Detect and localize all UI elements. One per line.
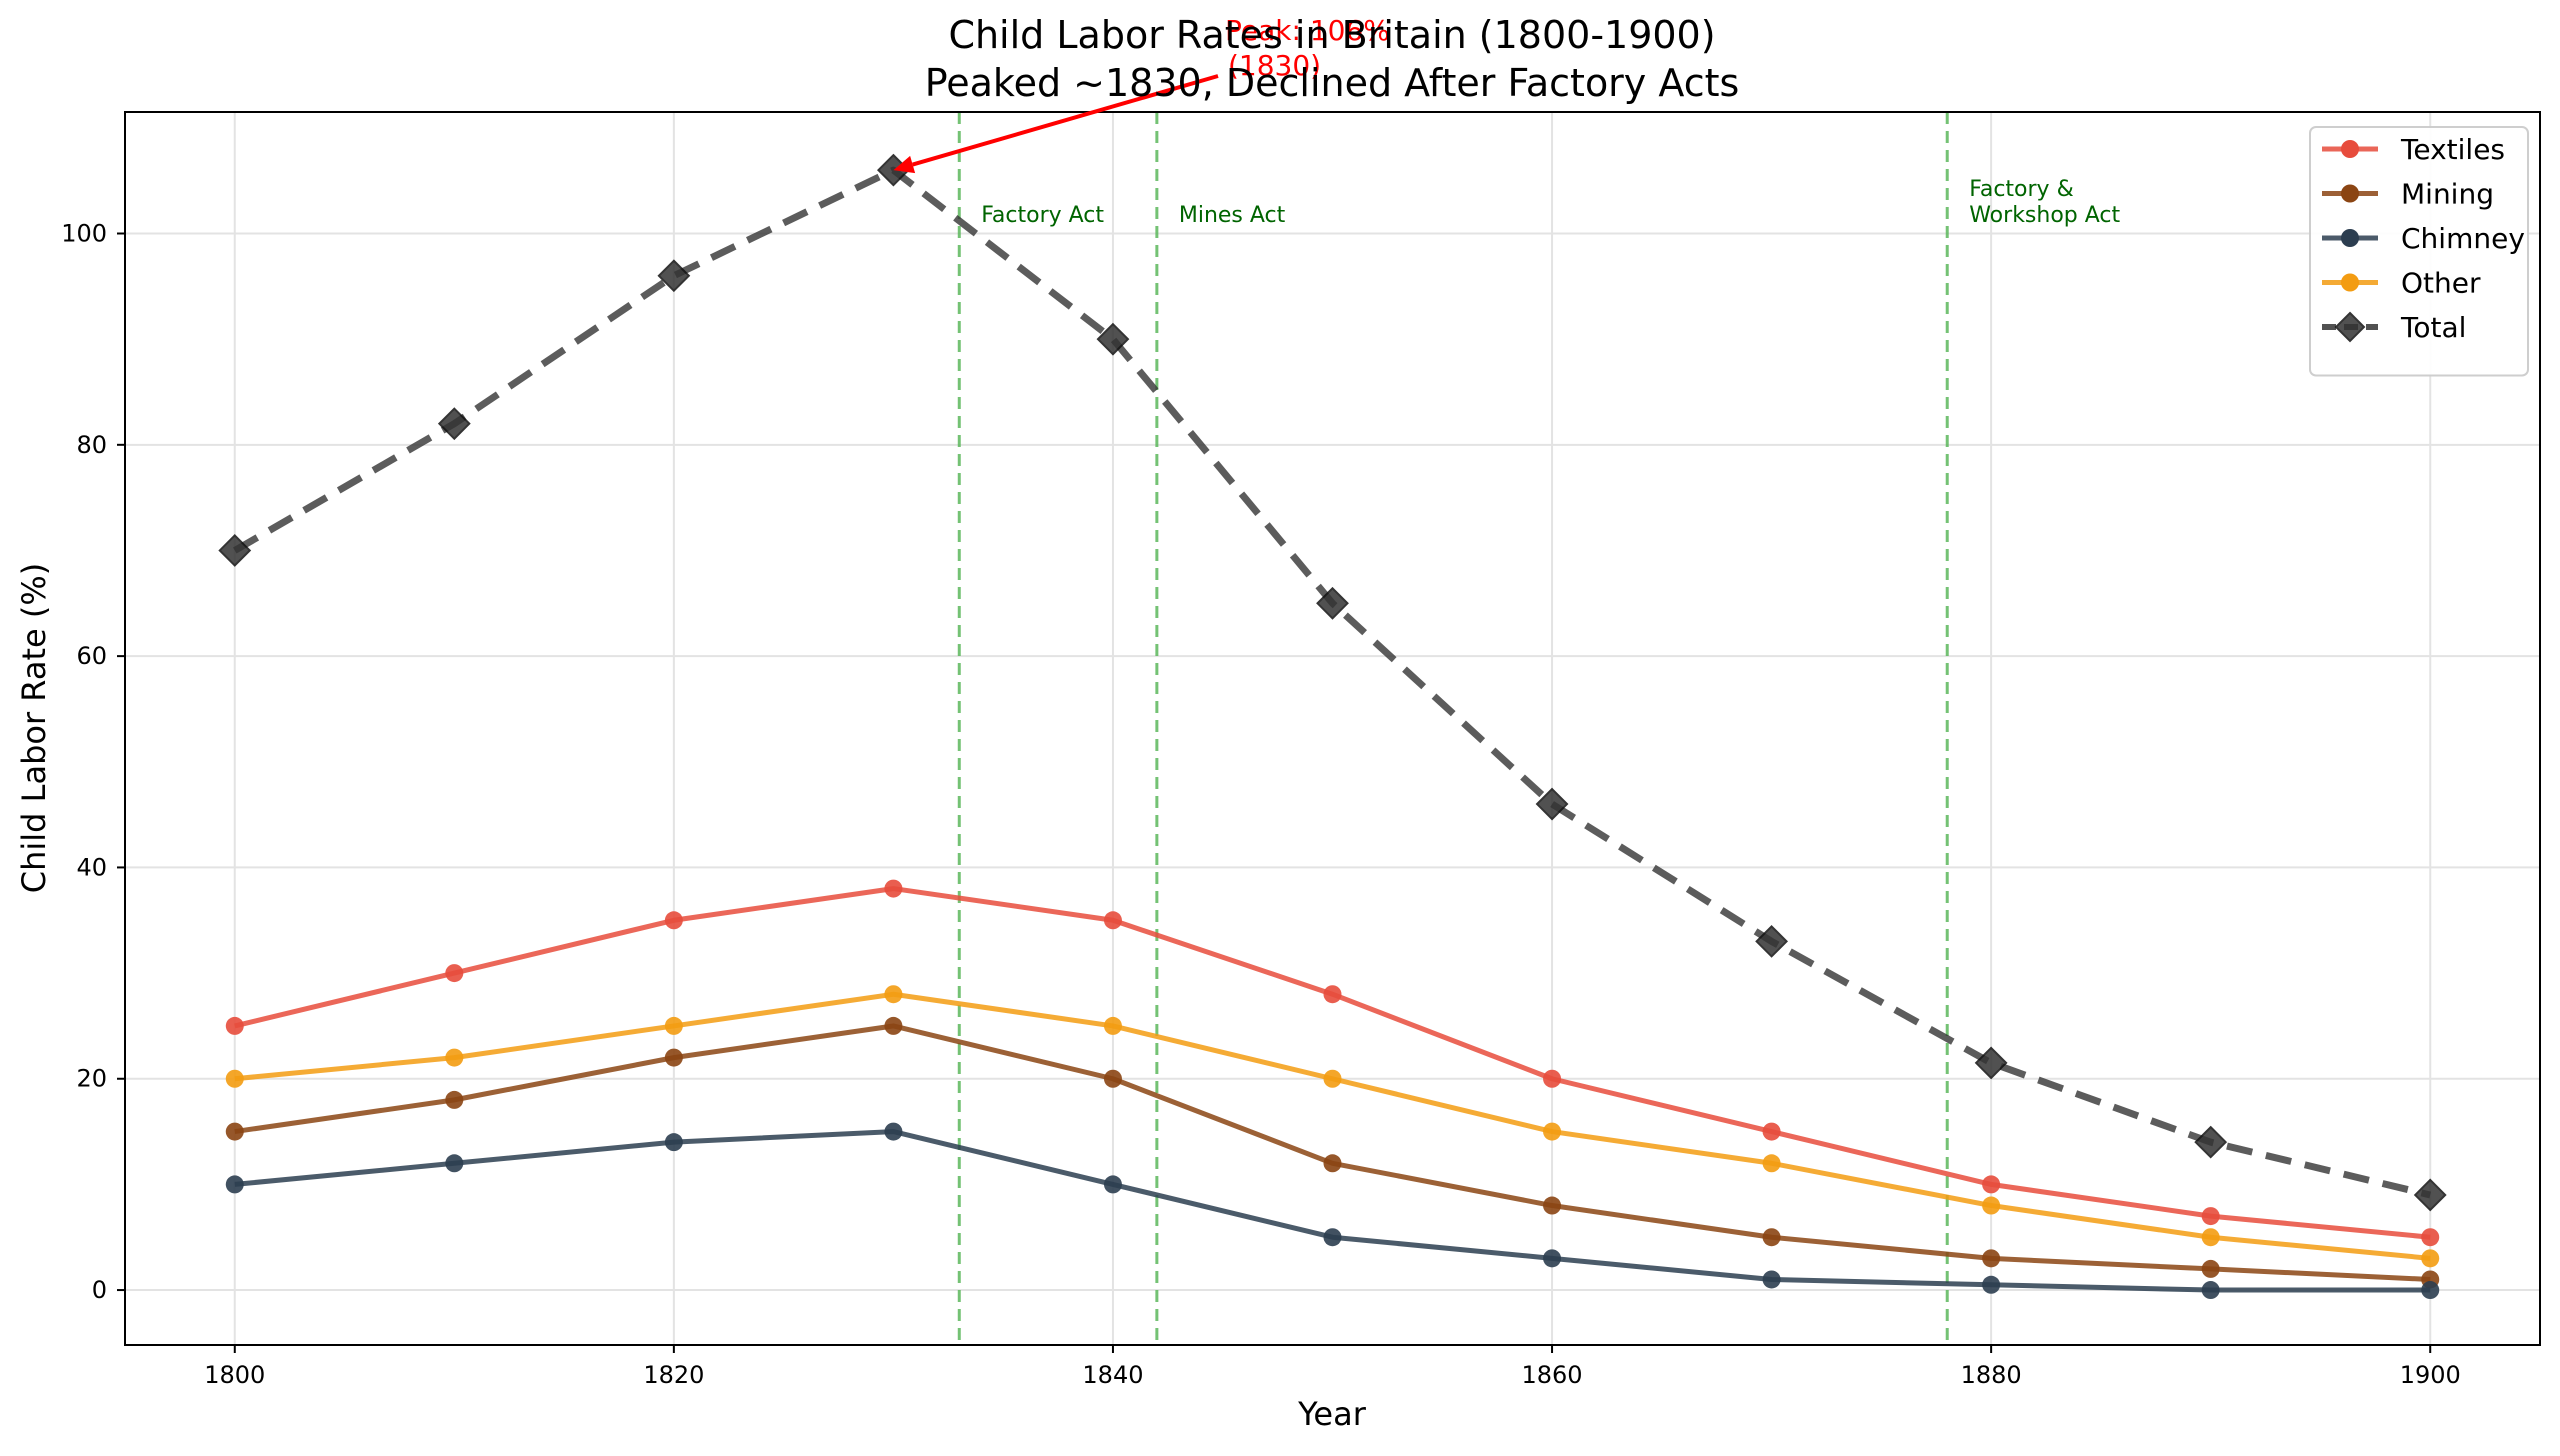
- peak-label: Peak: 106% (1830): [1225, 14, 1390, 82]
- data-point-chimney-1890: [2201, 1281, 2220, 1300]
- data-point-other-1810: [445, 1048, 464, 1067]
- data-point-other-1890: [2201, 1228, 2220, 1247]
- data-point-chimney-1860: [1543, 1249, 1562, 1268]
- data-point-other-1900: [2421, 1249, 2440, 1268]
- data-point-mining-1800: [225, 1122, 244, 1141]
- y-tick-label-20: 20: [76, 1065, 107, 1093]
- data-point-textiles-1820: [664, 911, 683, 930]
- x-axis-label: Year: [1297, 1395, 1367, 1433]
- legend-label-textiles: Textiles: [2400, 133, 2505, 166]
- data-point-chimney-1800: [225, 1175, 244, 1194]
- act-label-factory-workshop-act: Factory & Workshop Act: [1969, 177, 2120, 228]
- data-point-other-1840: [1103, 1016, 1122, 1035]
- y-tick-label-80: 80: [76, 431, 107, 459]
- data-point-textiles-1830: [884, 879, 903, 898]
- x-tick-label-1860: 1860: [1522, 1361, 1583, 1389]
- data-point-textiles-1900: [2421, 1228, 2440, 1247]
- x-tick-label-1900: 1900: [2400, 1361, 2461, 1389]
- data-point-other-1870: [1762, 1154, 1781, 1173]
- data-point-chimney-1870: [1762, 1270, 1781, 1289]
- data-point-textiles-1840: [1103, 911, 1122, 930]
- data-point-total-1840: [1096, 322, 1130, 356]
- legend-label-total: Total: [2400, 311, 2466, 344]
- peak-arrow-head: [893, 155, 916, 174]
- peak-arrow-line: [912, 74, 1219, 167]
- x-tick-label-1800: 1800: [204, 1361, 265, 1389]
- data-point-total-1850: [1316, 586, 1349, 620]
- x-tick-label-1840: 1840: [1082, 1361, 1143, 1389]
- data-point-total-1800: [218, 534, 252, 567]
- data-point-other-1880: [1982, 1196, 2001, 1215]
- data-point-chimney-1850: [1323, 1228, 1342, 1247]
- data-point-other-1800: [225, 1069, 244, 1088]
- plot-frame: [124, 111, 2541, 1346]
- data-point-textiles-1860: [1543, 1069, 1562, 1088]
- act-label-factory-act: Factory Act: [981, 203, 1104, 228]
- y-tick-label-60: 60: [76, 642, 107, 670]
- peak-annotation: Peak: 106% (1830): [893, 14, 1390, 174]
- x-tick-label-1820: 1820: [643, 1361, 704, 1389]
- data-point-chimney-1880: [1982, 1275, 2001, 1294]
- y-tick-label-40: 40: [76, 853, 107, 881]
- series: [218, 153, 2447, 1300]
- legend-label-other: Other: [2401, 267, 2481, 300]
- legend-marker-mining: [2341, 184, 2359, 203]
- chart-subtitle: Peaked ~1830, Declined After Factory Act…: [925, 61, 1740, 105]
- data-point-total-1880: [1974, 1046, 2008, 1080]
- data-point-textiles-1850: [1323, 985, 1342, 1004]
- act-lines: Factory Act Mines Act Factory & Workshop Ac…: [957, 112, 2121, 1345]
- data-point-chimney-1810: [445, 1154, 464, 1173]
- data-point-chimney-1840: [1103, 1175, 1122, 1194]
- data-point-mining-1840: [1103, 1069, 1122, 1088]
- data-point-textiles-1800: [225, 1016, 244, 1035]
- data-point-total-1900: [2413, 1178, 2447, 1212]
- chart-title: Child Labor Rates in Britain (1800-1900): [948, 13, 1715, 57]
- legend-label-chimney: Chimney: [2401, 222, 2525, 255]
- ticks: 1800 1820 1840 1860 1880 1900 0 20 40 60 80 100: [61, 220, 2461, 1389]
- data-point-mining-1890: [2201, 1259, 2220, 1278]
- data-point-chimney-1900: [2421, 1281, 2440, 1300]
- data-point-other-1860: [1543, 1122, 1562, 1141]
- act-label-mines-act: Mines Act: [1179, 203, 1286, 228]
- data-point-total-1810: [437, 407, 471, 441]
- y-tick-label-0: 0: [92, 1276, 107, 1304]
- legend-marker-total: [2334, 311, 2366, 343]
- legend: Textiles Mining Chimney Other Total: [2309, 126, 2529, 377]
- data-point-textiles-1880: [1982, 1175, 2001, 1194]
- legend-label-mining: Mining: [2401, 178, 2494, 211]
- data-point-mining-1850: [1323, 1154, 1342, 1173]
- data-point-mining-1810: [445, 1090, 464, 1109]
- legend-box: [2309, 126, 2529, 377]
- data-point-textiles-1870: [1762, 1122, 1781, 1141]
- data-point-mining-1880: [1982, 1249, 2001, 1268]
- data-point-total-1870: [1755, 924, 1789, 958]
- data-point-chimney-1830: [884, 1122, 903, 1141]
- data-point-mining-1820: [664, 1048, 683, 1067]
- x-tick-label-1880: 1880: [1961, 1361, 2022, 1389]
- y-tick-label-100: 100: [61, 220, 107, 248]
- data-point-total-1890: [2194, 1125, 2228, 1159]
- data-point-other-1820: [664, 1016, 683, 1035]
- data-point-mining-1860: [1543, 1196, 1562, 1215]
- data-point-total-1820: [657, 259, 691, 293]
- legend-marker-other: [2341, 273, 2359, 292]
- legend-marker-textiles: [2341, 140, 2359, 158]
- data-point-textiles-1810: [445, 964, 464, 983]
- data-point-mining-1870: [1762, 1228, 1781, 1247]
- y-axis-label: Child Labor Rate (%): [15, 563, 53, 893]
- data-point-chimney-1820: [664, 1133, 683, 1152]
- data-point-other-1850: [1323, 1069, 1342, 1088]
- data-point-mining-1830: [884, 1016, 903, 1035]
- data-point-textiles-1890: [2201, 1207, 2220, 1226]
- data-point-total-1860: [1535, 787, 1569, 821]
- data-point-other-1830: [884, 985, 903, 1004]
- legend-marker-chimney: [2341, 229, 2359, 247]
